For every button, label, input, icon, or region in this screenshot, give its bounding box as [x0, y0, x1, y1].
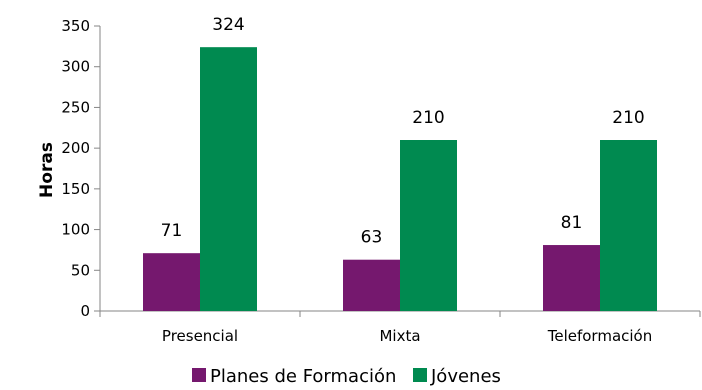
bar	[543, 245, 600, 311]
y-tick-label: 200	[61, 139, 90, 157]
y-tick-label: 300	[61, 58, 90, 76]
legend-label: Planes de Formación	[210, 366, 396, 387]
bar	[200, 47, 257, 312]
y-tick-label: 50	[71, 261, 90, 279]
bar	[343, 259, 400, 311]
data-label: 324	[212, 15, 244, 35]
y-tick-label: 350	[61, 17, 90, 35]
data-label: 63	[361, 228, 383, 248]
data-label: 210	[612, 108, 644, 128]
data-labels: 71 324 63 210 81 210	[161, 15, 645, 248]
axes: 0 50 100 150 200 250 300 350 Presencial Mixta Tele…	[61, 17, 701, 345]
data-label: 210	[412, 108, 444, 128]
x-tick-label: Teleformación	[547, 327, 653, 345]
data-label: 71	[161, 221, 183, 241]
legend-swatch	[192, 368, 206, 382]
y-tick-label: 0	[80, 302, 90, 320]
legend-label: Jóvenes	[430, 366, 501, 387]
x-tick-label: Mixta	[379, 327, 420, 345]
bar	[400, 140, 457, 311]
legend: Planes de Formación Jóvenes	[192, 366, 501, 387]
y-axis-title: Horas	[37, 142, 57, 198]
y-tick-label: 100	[61, 221, 90, 239]
bars	[143, 47, 657, 312]
legend-swatch	[413, 368, 427, 382]
bar	[143, 253, 200, 311]
y-tick-label: 150	[61, 180, 90, 198]
y-tick-label: 250	[61, 98, 90, 116]
x-tick-label: Presencial	[162, 327, 238, 345]
bar	[600, 140, 657, 311]
data-label: 81	[561, 213, 583, 233]
